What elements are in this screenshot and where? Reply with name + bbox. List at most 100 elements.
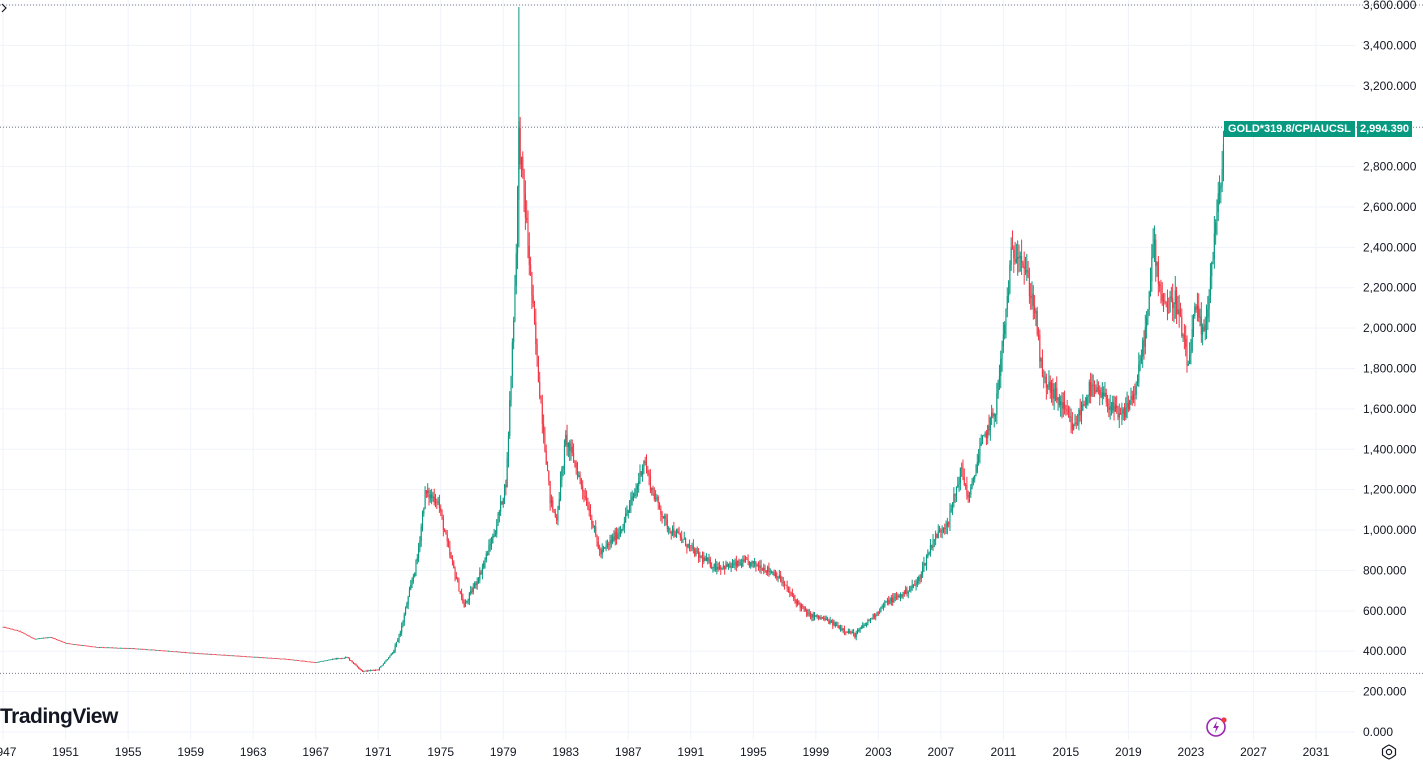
candle-body (1075, 422, 1077, 424)
candle-body (830, 620, 832, 622)
candle-body (876, 612, 878, 616)
candle-body (772, 572, 774, 574)
candle-body (1166, 303, 1169, 313)
candle-body (5, 627, 7, 628)
candle-body (1138, 364, 1140, 383)
candle-body (815, 615, 817, 617)
candle-body (1082, 404, 1084, 411)
candle-body (293, 659, 295, 661)
candle-body (592, 524, 594, 527)
candle-body (793, 595, 795, 599)
candlestick-series (2, 7, 1225, 673)
candle-body (355, 664, 357, 666)
candle-body (606, 544, 608, 546)
candle-body (548, 470, 550, 482)
candle-body (550, 500, 552, 504)
candle-body (80, 645, 82, 646)
candle-body (1113, 402, 1115, 412)
candle-body (298, 660, 300, 662)
candle-body (505, 485, 507, 488)
candle-body (309, 661, 312, 663)
candle-body (769, 571, 771, 573)
candle-body (7, 627, 9, 629)
candle-body (385, 660, 387, 662)
candle-body (652, 487, 654, 494)
candle-body (329, 659, 331, 661)
candle-body (1027, 270, 1029, 277)
candle-body (928, 552, 930, 554)
candle-body (26, 634, 28, 636)
candle-body (696, 550, 698, 552)
candle-body (1207, 309, 1209, 318)
candle-body (351, 661, 353, 663)
candle-body (906, 588, 908, 594)
candle-body (181, 652, 183, 653)
candle-body (380, 666, 382, 668)
candle-body (87, 645, 89, 647)
candle-body (714, 564, 717, 570)
candle-body (554, 511, 556, 517)
candle-body (470, 590, 472, 594)
candle-body (453, 561, 455, 568)
candle-body (627, 510, 629, 514)
chevron-icon[interactable] (0, 2, 10, 14)
candle-body (992, 412, 994, 417)
candle-body (313, 662, 315, 663)
candle-body (514, 285, 516, 321)
candle-body (892, 597, 894, 603)
candle-body (911, 584, 913, 588)
candle-body (829, 620, 831, 624)
candle-body (324, 660, 326, 662)
candle-body (126, 648, 128, 649)
candle-body (730, 566, 732, 568)
candle-body (645, 463, 648, 471)
settings-icon[interactable] (1380, 743, 1398, 761)
candle-body (165, 650, 167, 652)
candle-body (925, 557, 928, 565)
candle-body (1047, 385, 1049, 388)
candle-body (703, 557, 705, 562)
candle-body (319, 661, 321, 663)
candle-body (595, 526, 597, 535)
candle-body (1015, 258, 1017, 263)
candle-body (144, 649, 146, 650)
candle-body (316, 662, 318, 663)
candle-body (965, 484, 967, 486)
candle-body (635, 489, 637, 494)
flash-icon[interactable] (1205, 715, 1229, 739)
candle-body (1134, 394, 1136, 396)
candle-body (268, 657, 270, 659)
candle-body (528, 245, 530, 265)
candle-body (41, 637, 43, 639)
candle-body (104, 647, 106, 649)
candle-body (31, 637, 33, 639)
candle-body (662, 516, 664, 519)
candle-body (210, 654, 213, 655)
candle-body (283, 658, 285, 660)
candle-body (138, 648, 140, 650)
candle-body (726, 563, 728, 567)
candle-body (826, 618, 829, 621)
candle-body (85, 645, 88, 647)
candle-body (571, 446, 573, 453)
candle-body (322, 660, 325, 662)
candle-body (57, 639, 59, 641)
candle-body (139, 648, 141, 650)
candle-body (433, 496, 435, 503)
price-axis[interactable]: 3,600.000 3,400.000 3,200.000 2,800.000 2,60… (1363, 0, 1417, 739)
candle-body (695, 550, 697, 556)
candle-body (780, 575, 782, 582)
time-axis[interactable]: 1947 1951 1955 1959 1963 1967 1971 1975 1979 1983… (0, 745, 1330, 759)
x-tick-label: 2031 (1303, 745, 1330, 759)
candle-body (286, 659, 288, 660)
candle-body (553, 509, 555, 512)
candle-body (717, 566, 719, 570)
candle-body (1147, 309, 1149, 318)
candle-body (503, 485, 506, 499)
candle-body (384, 661, 386, 664)
candle-body (1159, 284, 1161, 287)
candle-body (859, 628, 861, 631)
candle-body (802, 606, 804, 607)
candle-body (205, 653, 207, 655)
